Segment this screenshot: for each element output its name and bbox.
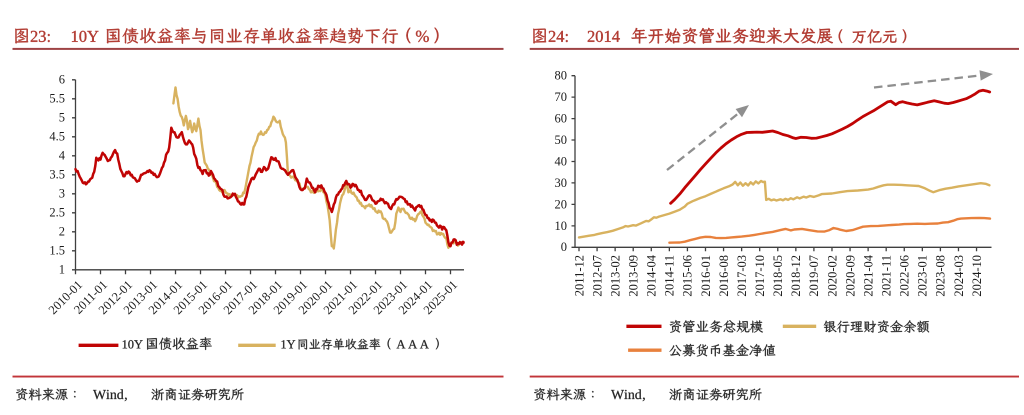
svg-text:1.5: 1.5 xyxy=(49,244,65,258)
svg-text:3: 3 xyxy=(59,187,65,201)
svg-text:2023-01: 2023-01 xyxy=(916,255,930,297)
svg-text:2019-07: 2019-07 xyxy=(807,255,821,297)
svg-text:60: 60 xyxy=(555,112,568,126)
svg-text:1: 1 xyxy=(59,263,65,277)
svg-text:2023-08: 2023-08 xyxy=(934,255,948,297)
svg-text:2016-01: 2016-01 xyxy=(699,255,713,297)
svg-text:20: 20 xyxy=(555,197,568,211)
svg-text:2013-02: 2013-02 xyxy=(608,255,622,297)
svg-text:2012-07: 2012-07 xyxy=(590,255,604,297)
svg-text:2: 2 xyxy=(59,225,65,239)
svg-text:2018-05: 2018-05 xyxy=(771,255,785,297)
svg-text:0: 0 xyxy=(561,240,567,254)
svg-text:6: 6 xyxy=(59,73,65,87)
svg-text:2024-03: 2024-03 xyxy=(952,255,966,297)
svg-text:5: 5 xyxy=(59,111,65,125)
svg-text:30: 30 xyxy=(555,176,568,190)
svg-text:2015-06: 2015-06 xyxy=(681,255,695,297)
svg-text:4.5: 4.5 xyxy=(49,130,65,144)
svg-text:80: 80 xyxy=(555,69,568,83)
svg-text:2.5: 2.5 xyxy=(49,206,65,220)
svg-text:4: 4 xyxy=(59,149,66,163)
svg-text:40: 40 xyxy=(555,154,568,168)
svg-text:2013-09: 2013-09 xyxy=(627,255,641,297)
svg-text:2022-06: 2022-06 xyxy=(898,255,912,297)
svg-text:2021-04: 2021-04 xyxy=(861,254,875,296)
svg-text:2011-12: 2011-12 xyxy=(572,255,586,296)
svg-text:5.5: 5.5 xyxy=(49,92,65,106)
svg-text:2018-12: 2018-12 xyxy=(789,255,803,297)
svg-text:70: 70 xyxy=(555,90,568,104)
svg-text:2014-11: 2014-11 xyxy=(663,255,677,296)
svg-text:2016-08: 2016-08 xyxy=(717,255,731,297)
svg-text:50: 50 xyxy=(555,133,568,147)
svg-text:2017-03: 2017-03 xyxy=(735,255,749,297)
svg-text:2017-10: 2017-10 xyxy=(753,255,767,297)
svg-text:3.5: 3.5 xyxy=(49,168,65,182)
svg-text:2021-11: 2021-11 xyxy=(880,255,894,296)
svg-text:10: 10 xyxy=(555,219,568,233)
svg-text:2020-02: 2020-02 xyxy=(825,255,839,297)
svg-text:2014-04: 2014-04 xyxy=(645,254,659,296)
svg-text:2020-09: 2020-09 xyxy=(843,255,857,297)
svg-text:2024-10: 2024-10 xyxy=(970,255,984,297)
